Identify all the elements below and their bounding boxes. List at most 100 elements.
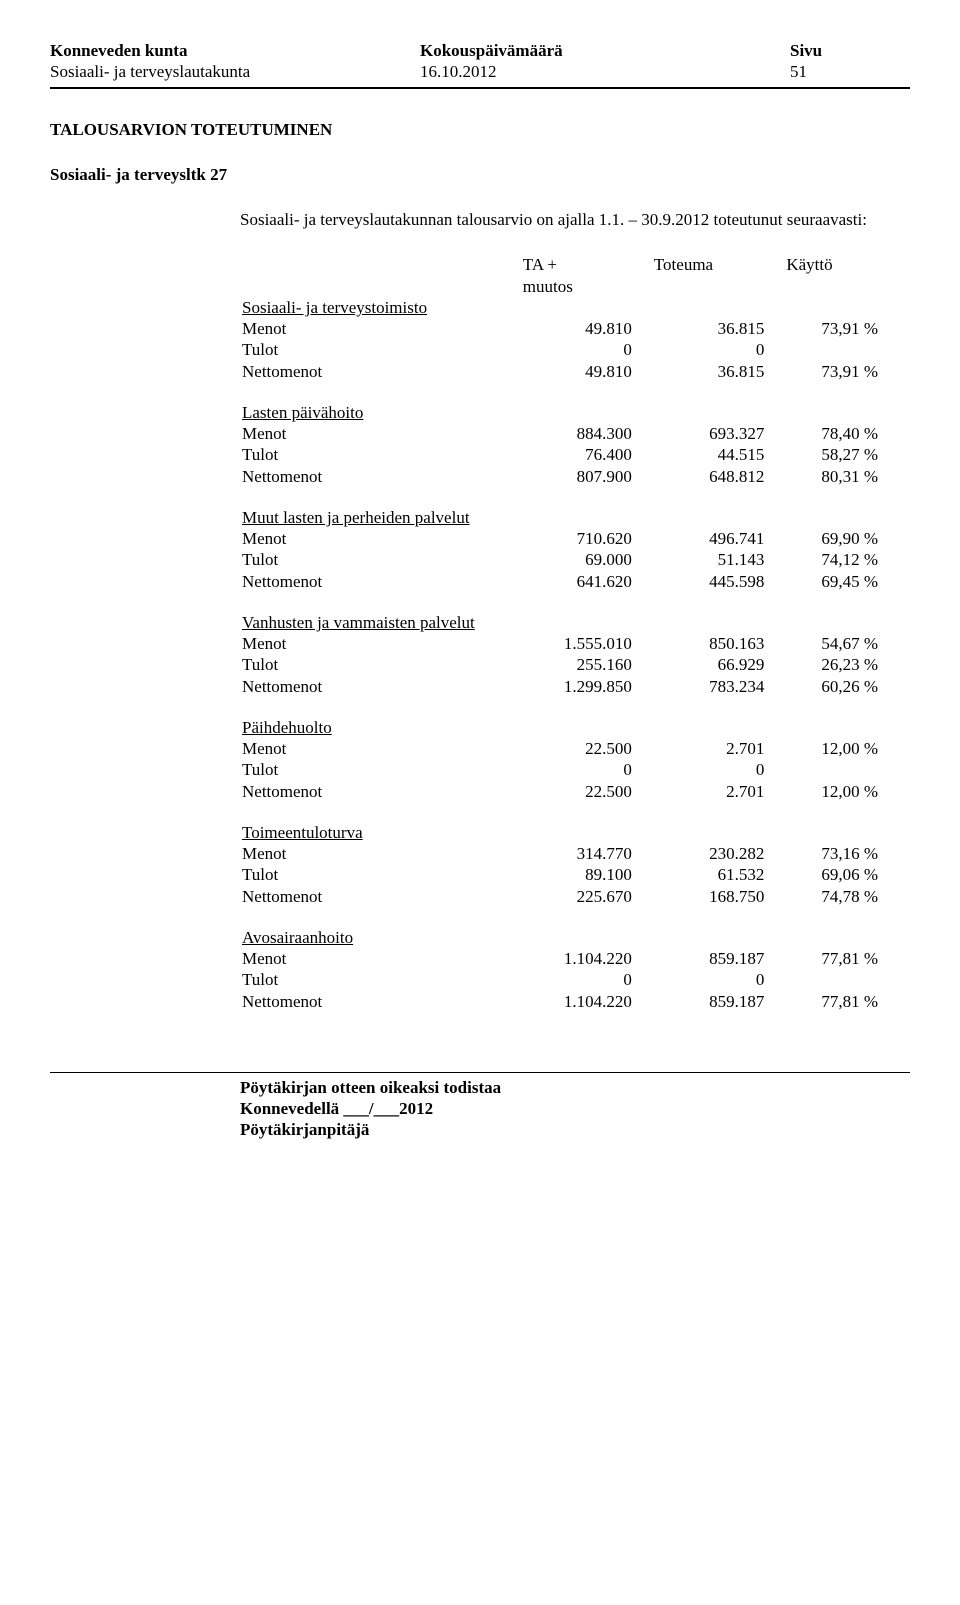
group-title: Lasten päivähoito — [242, 403, 363, 422]
pct-value: 73,91 % — [766, 361, 880, 382]
pct-value: 69,90 % — [766, 528, 880, 549]
row-label: Nettomenot — [240, 991, 493, 1012]
actual-value: 168.750 — [634, 886, 767, 907]
pct-value: 73,16 % — [766, 843, 880, 864]
table-row: Menot314.770230.28273,16 % — [240, 843, 880, 864]
actual-value: 496.741 — [634, 528, 767, 549]
pct-value: 12,00 % — [766, 781, 880, 802]
table-row: Nettomenot22.5002.70112,00 % — [240, 781, 880, 802]
pct-value: 80,31 % — [766, 466, 880, 487]
row-label: Nettomenot — [240, 781, 493, 802]
row-label: Tulot — [240, 549, 493, 570]
budget-value: 89.100 — [493, 864, 634, 885]
table-row: Menot22.5002.70112,00 % — [240, 738, 880, 759]
budget-value: 69.000 — [493, 549, 634, 570]
content-body: Sosiaali- ja terveyslautakunnan talousar… — [240, 209, 910, 1012]
pct-value — [766, 339, 880, 360]
actual-value: 2.701 — [634, 781, 767, 802]
header-rule — [50, 87, 910, 89]
budget-value: 807.900 — [493, 466, 634, 487]
pct-value: 77,81 % — [766, 991, 880, 1012]
pct-value: 69,45 % — [766, 571, 880, 592]
table-row: Tulot89.10061.53269,06 % — [240, 864, 880, 885]
row-label: Tulot — [240, 864, 493, 885]
actual-value: 859.187 — [634, 948, 767, 969]
page-label: Sivu — [790, 40, 910, 61]
pct-value: 74,78 % — [766, 886, 880, 907]
row-label: Menot — [240, 528, 493, 549]
row-label: Menot — [240, 843, 493, 864]
pct-value: 69,06 % — [766, 864, 880, 885]
group-title: Muut lasten ja perheiden palvelut — [242, 508, 470, 527]
budget-value: 641.620 — [493, 571, 634, 592]
row-label: Tulot — [240, 654, 493, 675]
pct-value: 26,23 % — [766, 654, 880, 675]
actual-value: 0 — [634, 969, 767, 990]
pct-value: 58,27 % — [766, 444, 880, 465]
table-row: Nettomenot807.900648.81280,31 % — [240, 466, 880, 487]
table-row: Nettomenot641.620445.59869,45 % — [240, 571, 880, 592]
budget-value: 225.670 — [493, 886, 634, 907]
page-number: 51 — [790, 61, 910, 82]
group-title: Toimeentuloturva — [242, 823, 363, 842]
pct-value — [766, 969, 880, 990]
row-label: Menot — [240, 318, 493, 339]
footer-line3: Pöytäkirjanpitäjä — [240, 1119, 910, 1140]
table-row: Tulot76.40044.51558,27 % — [240, 444, 880, 465]
actual-value: 693.327 — [634, 423, 767, 444]
row-label: Nettomenot — [240, 676, 493, 697]
meeting-date: 16.10.2012 — [420, 61, 790, 82]
pct-value: 73,91 % — [766, 318, 880, 339]
row-label: Nettomenot — [240, 571, 493, 592]
table-row: Tulot69.00051.14374,12 % — [240, 549, 880, 570]
table-row: Menot884.300693.32778,40 % — [240, 423, 880, 444]
table-row: Tulot255.16066.92926,23 % — [240, 654, 880, 675]
budget-value: 0 — [493, 759, 634, 780]
pct-value: 60,26 % — [766, 676, 880, 697]
meeting-label: Kokouspäivämäärä — [420, 40, 790, 61]
agenda-item: Sosiaali- ja terveysltk 27 — [50, 164, 910, 185]
table-row: Tulot00 — [240, 339, 880, 360]
budget-value: 22.500 — [493, 738, 634, 759]
budget-value: 0 — [493, 969, 634, 990]
actual-value: 0 — [634, 339, 767, 360]
pct-value: 77,81 % — [766, 948, 880, 969]
actual-value: 230.282 — [634, 843, 767, 864]
actual-value: 859.187 — [634, 991, 767, 1012]
footer-line1: Pöytäkirjan otteen oikeaksi todistaa — [240, 1077, 910, 1098]
actual-value: 66.929 — [634, 654, 767, 675]
row-label: Menot — [240, 633, 493, 654]
col-header-budget2: muutos — [523, 277, 573, 296]
col-header-budget: TA + — [523, 255, 557, 274]
row-label: Menot — [240, 948, 493, 969]
actual-value: 61.532 — [634, 864, 767, 885]
table-row: Nettomenot1.104.220859.18777,81 % — [240, 991, 880, 1012]
actual-value: 648.812 — [634, 466, 767, 487]
actual-value: 2.701 — [634, 738, 767, 759]
actual-value: 783.234 — [634, 676, 767, 697]
actual-value: 850.163 — [634, 633, 767, 654]
budget-value: 314.770 — [493, 843, 634, 864]
row-label: Nettomenot — [240, 361, 493, 382]
row-label: Nettomenot — [240, 886, 493, 907]
row-label: Tulot — [240, 759, 493, 780]
budget-value: 1.555.010 — [493, 633, 634, 654]
table-row: Menot1.555.010850.16354,67 % — [240, 633, 880, 654]
intro-text: Sosiaali- ja terveyslautakunnan talousar… — [240, 209, 910, 230]
row-label: Nettomenot — [240, 466, 493, 487]
actual-value: 36.815 — [634, 318, 767, 339]
page-header: Konneveden kunta Kokouspäivämäärä Sivu S… — [50, 40, 910, 83]
pct-value — [766, 759, 880, 780]
actual-value: 36.815 — [634, 361, 767, 382]
footer-line2: Konnevedellä ___/___2012 — [240, 1098, 910, 1119]
actual-value: 44.515 — [634, 444, 767, 465]
budget-value: 22.500 — [493, 781, 634, 802]
actual-value: 0 — [634, 759, 767, 780]
budget-value: 49.810 — [493, 361, 634, 382]
pct-value: 12,00 % — [766, 738, 880, 759]
budget-value: 76.400 — [493, 444, 634, 465]
budget-value: 255.160 — [493, 654, 634, 675]
table-header-row: TA + muutos Toteuma Käyttö — [240, 254, 880, 297]
col-header-pct: Käyttö — [766, 254, 880, 297]
table-row: Nettomenot49.81036.81573,91 % — [240, 361, 880, 382]
